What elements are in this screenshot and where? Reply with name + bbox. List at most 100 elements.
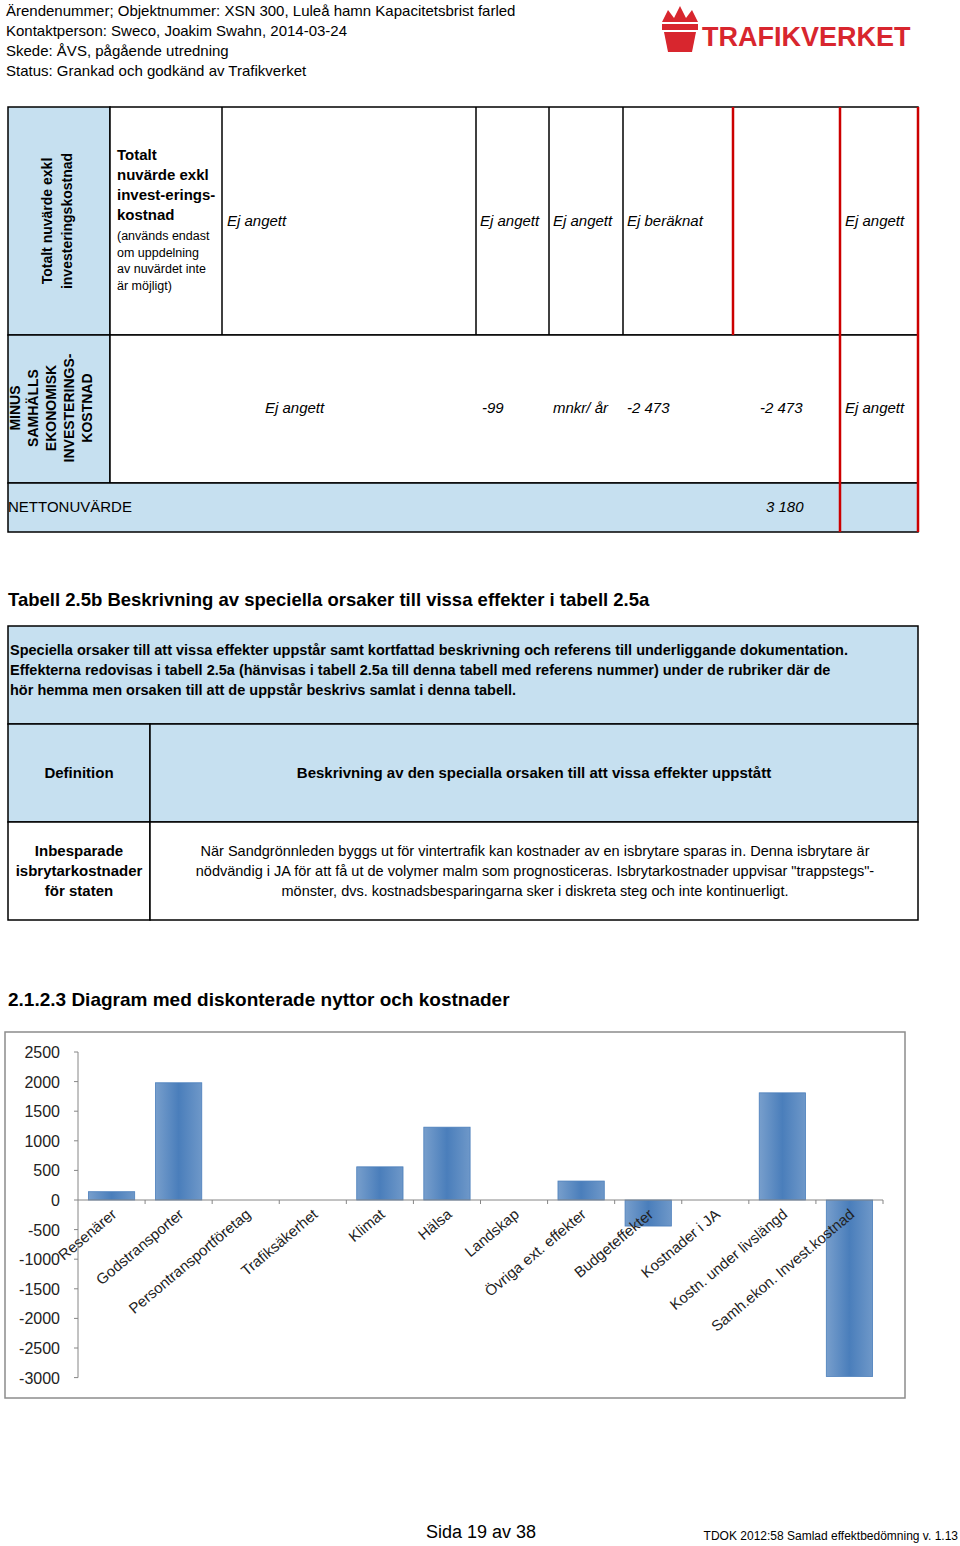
y-tick xyxy=(74,1348,78,1349)
header-cell-text: Definition xyxy=(44,764,113,781)
definition: isbrytarkostnader xyxy=(16,862,143,879)
row-note: är möjligt) xyxy=(117,279,172,293)
y-tick-label: 1500 xyxy=(24,1103,60,1120)
y-tick xyxy=(74,1318,78,1319)
bar xyxy=(155,1083,201,1200)
x-tick-label: Trafiksäkerhet xyxy=(237,1205,321,1279)
x-tick xyxy=(346,1200,347,1204)
doc-id: TDOK 2012:58 Samlad effektbedömning v. 1… xyxy=(704,1529,959,1543)
cell: Ej angett xyxy=(553,212,613,229)
x-tick xyxy=(279,1200,280,1204)
definition: Inbesparade xyxy=(35,842,123,859)
x-tick-label: Övriga ext. effekter xyxy=(481,1205,589,1299)
y-tick-label: -2000 xyxy=(19,1310,60,1327)
row-label: nuvärde exkl xyxy=(117,166,209,183)
cell: Ej angett xyxy=(845,399,905,416)
cell: -2 473 xyxy=(627,399,670,416)
logo-shield xyxy=(664,32,696,52)
header-cell xyxy=(8,724,150,822)
y-tick xyxy=(74,1259,78,1260)
side-label: Totalt nuvärde exkl xyxy=(39,158,55,285)
side-label: EKONOMISK xyxy=(43,365,59,451)
side-label: INVESTERINGS- xyxy=(61,353,77,462)
bar xyxy=(88,1192,134,1200)
y-tick xyxy=(74,1288,78,1289)
cell: -99 xyxy=(482,399,504,416)
table-title: Tabell 2.5b Beskrivning av speciella ors… xyxy=(8,589,650,610)
logo-crown xyxy=(662,6,698,22)
chart-frame xyxy=(5,1032,905,1398)
y-tick xyxy=(74,1140,78,1141)
description: mönster, dvs. kostnadsbesparingarna sker… xyxy=(282,883,789,899)
header-cell-text: Beskrivning av den specialla orsaken til… xyxy=(297,764,771,781)
x-tick xyxy=(212,1200,213,1204)
y-tick xyxy=(74,1052,78,1053)
y-tick-label: -3000 xyxy=(19,1370,60,1387)
description: När Sandgrönnleden byggs ut för vintertr… xyxy=(201,843,870,859)
side-cell xyxy=(8,335,110,483)
row-note: (används endast xyxy=(117,229,210,243)
y-axis xyxy=(78,1052,79,1378)
y-tick-label: -500 xyxy=(28,1222,60,1239)
bar xyxy=(759,1093,805,1200)
y-tick-label: -1500 xyxy=(19,1281,60,1298)
y-tick-label: 1000 xyxy=(24,1133,60,1150)
x-tick xyxy=(614,1200,615,1204)
y-tick xyxy=(74,1111,78,1112)
total-value: 3 180 xyxy=(766,498,804,515)
x-tick xyxy=(883,1200,884,1204)
row-cell xyxy=(110,335,918,483)
logo-text: TRAFIKVERKET xyxy=(702,22,911,52)
col-rule xyxy=(475,107,477,335)
side-cell xyxy=(8,107,110,335)
red-rule xyxy=(839,107,842,532)
intro-line: hör hemma men orsaken till att de uppstå… xyxy=(10,682,516,698)
y-tick-label: 0 xyxy=(51,1192,60,1209)
row-label: invest-erings- xyxy=(117,186,215,203)
red-rule xyxy=(917,107,920,532)
header-line: Status: Grankad och godkänd av Trafikver… xyxy=(6,62,307,79)
logo: TRAFIKVERKET xyxy=(662,6,911,52)
x-tick xyxy=(413,1200,414,1204)
side-label: investeringskostnad xyxy=(59,153,75,289)
y-tick xyxy=(74,1229,78,1230)
definition: för staten xyxy=(45,882,113,899)
header-line: Skede: ÅVS, pågående utredning xyxy=(6,42,229,59)
cell: mnkr/ år xyxy=(553,399,609,416)
y-tick xyxy=(74,1170,78,1171)
bar xyxy=(558,1181,604,1200)
side-label: MINUS xyxy=(7,385,23,430)
cell: Ej angett xyxy=(265,399,325,416)
row-label: kostnad xyxy=(117,206,175,223)
bar xyxy=(357,1167,403,1200)
x-tick xyxy=(547,1200,548,1204)
y-tick-label: -1000 xyxy=(19,1251,60,1268)
body-cell xyxy=(150,822,918,920)
x-tick xyxy=(480,1200,481,1204)
intro-box xyxy=(8,626,918,724)
body-cell xyxy=(8,822,150,920)
page-number: Sida 19 av 38 xyxy=(426,1522,536,1542)
x-tick xyxy=(815,1200,816,1204)
total-label: NETTONUVÄRDE xyxy=(8,498,132,515)
description: nödvändig i JA för att få ut de volymer … xyxy=(196,863,875,879)
cell: Ej angett xyxy=(480,212,540,229)
col-rule xyxy=(221,107,223,335)
row-label: Totalt xyxy=(117,146,157,163)
cell: Ej angett xyxy=(845,212,905,229)
y-tick xyxy=(74,1200,78,1201)
y-tick-label: 2500 xyxy=(24,1044,60,1061)
side-label: SAMHÄLLS xyxy=(25,369,41,447)
page: Ärendenummer; Objektnummer: XSN 300, Lul… xyxy=(0,0,960,1546)
x-tick-label: Kostn. under livslängd xyxy=(666,1205,790,1313)
y-tick-label: -2500 xyxy=(19,1340,60,1357)
x-tick-label: Landskap xyxy=(461,1205,522,1260)
logo-band xyxy=(662,24,698,30)
y-tick xyxy=(74,1081,78,1082)
intro-line: Effekterna redovisas i tabell 2.5a (hänv… xyxy=(10,662,830,678)
cell: -2 473 xyxy=(760,399,803,416)
col-rule xyxy=(622,107,624,335)
side-label: KOSTNAD xyxy=(79,373,95,442)
header-line: Kontaktperson: Sweco, Joakim Swahn, 2014… xyxy=(6,22,347,39)
y-tick-label: 500 xyxy=(33,1162,60,1179)
